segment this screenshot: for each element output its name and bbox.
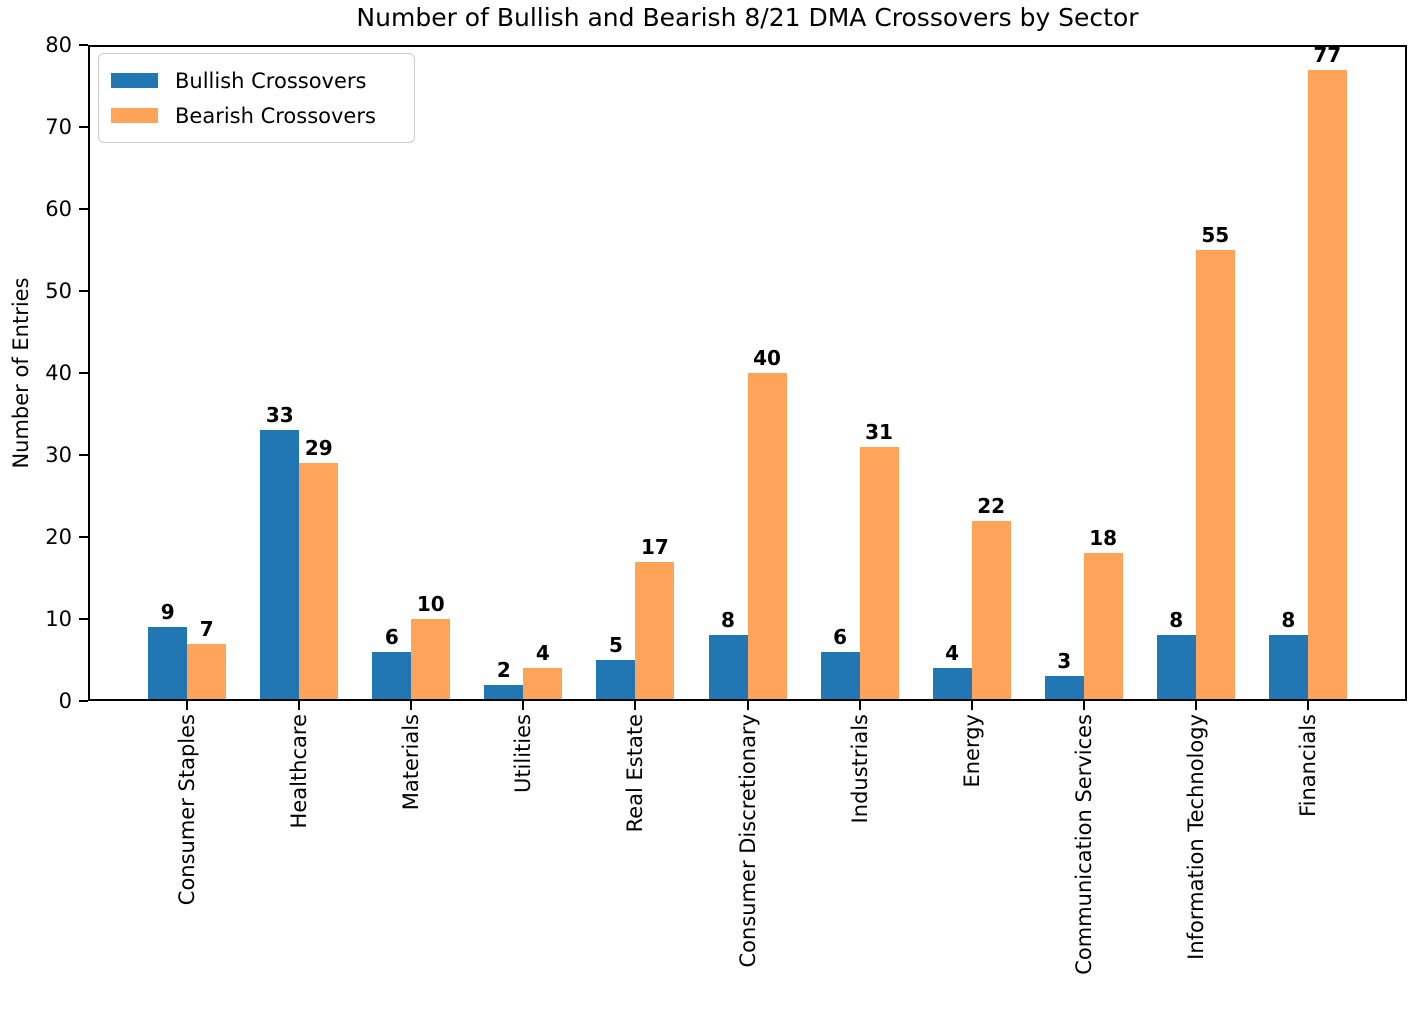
bar-value-label: 40 [753, 346, 781, 370]
bar-value-label: 5 [608, 633, 623, 657]
y-tick-label: 80 [45, 33, 72, 57]
x-tick-mark [1306, 701, 1309, 710]
bar-value-label: 17 [641, 534, 669, 559]
chart-title: Number of Bullish and Bearish 8/21 DMA C… [356, 3, 1139, 32]
bar-value-label: 31 [865, 419, 893, 444]
y-tick-mark [79, 208, 88, 210]
y-tick-mark [79, 126, 88, 128]
y-tick-label: 10 [45, 607, 72, 631]
bar-bullish [1044, 676, 1084, 701]
y-tick-mark [79, 372, 88, 374]
bar-bullish [260, 430, 300, 701]
y-tick-mark [79, 700, 88, 702]
y-tick-mark [79, 536, 88, 538]
bar-bullish [820, 651, 860, 701]
bar-value-label: 8 [1281, 608, 1296, 633]
bar-value-label: 3 [1057, 649, 1072, 674]
bar-bullish [1156, 635, 1196, 701]
x-tick-label: Materials [399, 714, 424, 811]
bar-bearish [1195, 250, 1235, 701]
x-tick-label: Communication Services [1071, 714, 1096, 975]
x-tick-label: Healthcare [287, 714, 312, 829]
x-tick-label: Financials [1295, 714, 1320, 817]
x-tick-mark [522, 701, 525, 710]
legend: Bullish Crossovers Bearish Crossovers [98, 53, 415, 143]
legend-label-bearish: Bearish Crossovers [175, 103, 376, 128]
legend-swatch-bearish-icon [111, 108, 158, 123]
y-tick-label: 20 [45, 525, 72, 549]
bar-value-label: 8 [1169, 608, 1184, 633]
bar-value-label: 7 [199, 616, 214, 641]
bar-bullish [596, 660, 636, 701]
x-tick-mark [858, 701, 861, 710]
y-tick-label: 40 [45, 361, 72, 385]
x-tick-mark [746, 701, 749, 710]
x-tick-label: Industrials [847, 714, 872, 824]
x-tick-label: Consumer Discretionary [735, 714, 760, 968]
bar-bullish [148, 627, 188, 701]
x-tick-label: Information Technology [1183, 714, 1208, 960]
y-tick-mark [79, 290, 88, 292]
bar-bearish [747, 373, 787, 701]
x-tick-mark [634, 701, 637, 710]
bar-value-label: 22 [977, 493, 1006, 518]
x-tick-label: Energy [959, 714, 984, 788]
bar-bullish [708, 635, 748, 701]
bar-bearish [411, 619, 451, 701]
bar-value-label: 4 [535, 641, 550, 666]
y-tick-mark [79, 454, 88, 456]
bar-value-label: 8 [721, 608, 735, 633]
bar-bearish [635, 561, 675, 701]
x-tick-mark [298, 701, 301, 710]
bar-value-label: 2 [496, 657, 511, 682]
bar-bullish [484, 684, 524, 701]
y-tick-label: 70 [45, 115, 72, 139]
bar-bullish [932, 668, 972, 701]
bar-bearish [187, 643, 227, 701]
bar-value-label: 9 [160, 600, 175, 625]
legend-swatch-bullish-icon [111, 73, 158, 88]
bar-value-label: 77 [1313, 42, 1342, 67]
bar-value-label: 29 [304, 436, 333, 461]
legend-item-bullish: Bullish Crossovers [111, 63, 400, 98]
x-tick-mark [970, 701, 973, 710]
x-tick-mark [1082, 701, 1085, 710]
bar-value-label: 18 [1089, 526, 1118, 551]
legend-item-bearish: Bearish Crossovers [111, 98, 400, 133]
bar-value-label: 10 [416, 592, 445, 616]
bar-value-label: 4 [945, 641, 960, 666]
x-tick-label: Consumer Staples [175, 714, 200, 906]
bar-bearish [1083, 553, 1123, 701]
y-tick-mark [79, 618, 88, 620]
bar-value-label: 33 [265, 403, 294, 428]
x-tick-label: Real Estate [623, 714, 648, 833]
bar-bearish [971, 520, 1011, 701]
bar-bullish [372, 651, 412, 701]
y-tick-mark [79, 44, 88, 46]
legend-label-bullish: Bullish Crossovers [175, 68, 367, 93]
bar-value-label: 6 [833, 624, 848, 649]
bar-value-label: 55 [1201, 223, 1230, 247]
x-tick-mark [1194, 701, 1197, 710]
y-tick-label: 60 [45, 197, 72, 221]
y-tick-label: 50 [45, 279, 72, 303]
y-tick-label: 30 [45, 443, 72, 467]
x-tick-label: Utilities [511, 714, 536, 794]
bar-bearish [1307, 69, 1347, 701]
x-tick-mark [186, 701, 189, 710]
bar-value-label: 6 [384, 624, 399, 649]
y-tick-label: 0 [58, 689, 72, 713]
bar-bearish [859, 446, 899, 701]
bar-bearish [523, 668, 563, 701]
bar-bearish [299, 463, 339, 701]
bar-bullish [1268, 635, 1308, 701]
x-tick-mark [410, 701, 413, 710]
